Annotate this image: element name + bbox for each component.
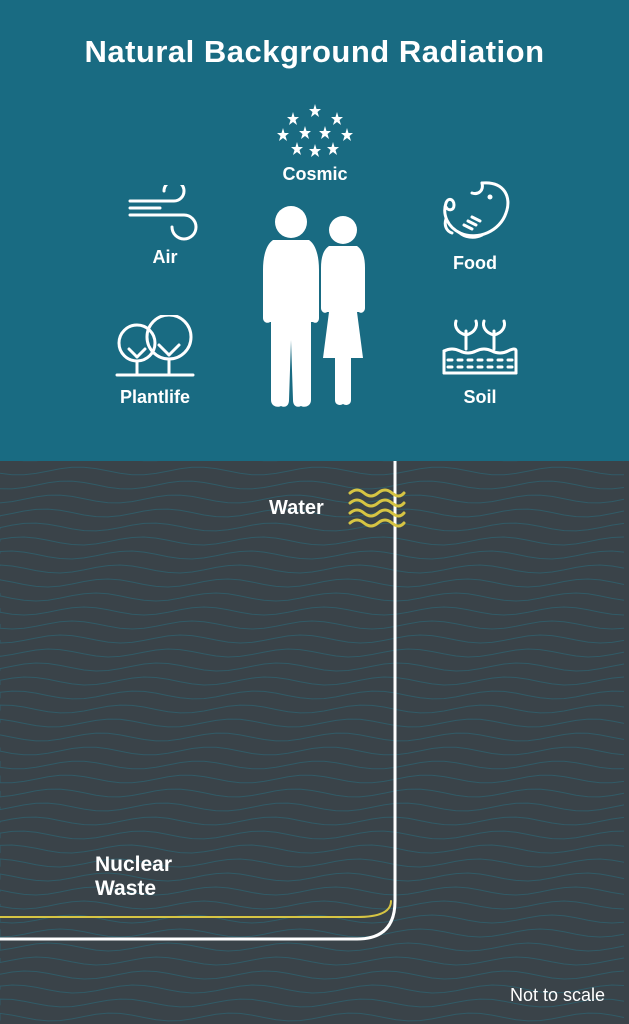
food-block: Food — [425, 175, 525, 274]
people-block — [245, 200, 385, 410]
air-label: Air — [115, 247, 215, 268]
water-waves-icon — [348, 487, 406, 529]
plantlife-icon — [111, 315, 199, 381]
soil-block: Soil — [430, 315, 530, 408]
top-section: Natural Background Radiation — [0, 0, 629, 461]
air-icon — [126, 185, 204, 241]
not-to-scale-label: Not to scale — [510, 985, 605, 1006]
food-label: Food — [425, 253, 525, 274]
cosmic-label: Cosmic — [260, 164, 370, 185]
plantlife-label: Plantlife — [100, 387, 210, 408]
bottom-section: Water Nuclear Waste Not to scale — [0, 461, 629, 1024]
cosmic-icon — [270, 102, 360, 158]
plantlife-block: Plantlife — [100, 315, 210, 408]
food-icon — [434, 175, 516, 247]
water-label: Water — [269, 497, 324, 520]
soil-icon — [438, 315, 522, 381]
soil-label: Soil — [430, 387, 530, 408]
air-block: Air — [115, 185, 215, 268]
nuclear-waste-line2: Waste — [95, 877, 156, 900]
nuclear-waste-line1: Nuclear — [95, 853, 172, 876]
strata-lines — [0, 461, 629, 1024]
icon-area: Cosmic Air — [0, 70, 629, 451]
cosmic-block: Cosmic — [260, 102, 370, 185]
nuclear-waste-label: Nuclear Waste — [95, 853, 172, 901]
people-icon — [245, 200, 385, 410]
page-title: Natural Background Radiation — [0, 0, 629, 70]
